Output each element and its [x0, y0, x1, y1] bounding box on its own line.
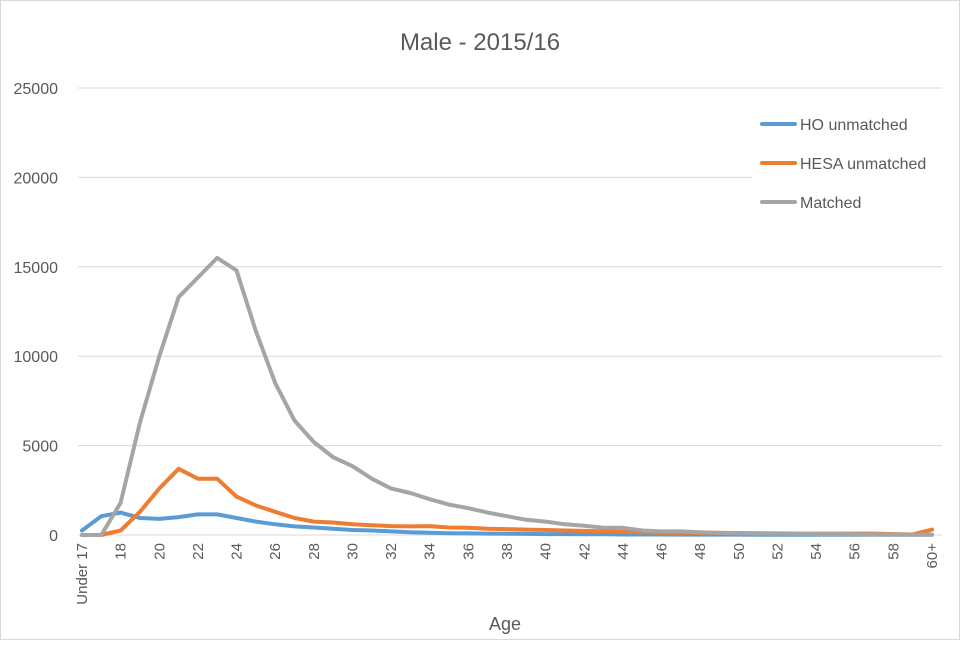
x-axis-ticks: Under 17 18 20 22 24 26 28 30 32 34 36 38 40 42 44 46 48…	[74, 543, 941, 605]
x-tick-label: Under 17	[74, 543, 91, 605]
legend-label: HO unmatched	[800, 117, 908, 134]
x-tick-label: 18	[113, 543, 130, 560]
x-tick-label: 54	[808, 543, 825, 560]
y-tick-label: 5000	[22, 439, 58, 456]
y-tick-label: 10000	[14, 349, 59, 366]
x-tick-label: 38	[499, 543, 516, 560]
x-tick-label: 32	[383, 543, 400, 560]
x-tick-label: 58	[885, 543, 902, 560]
x-tick-label: 30	[344, 543, 361, 560]
x-tick-label: 60+	[924, 543, 941, 569]
x-tick-label: 22	[190, 543, 207, 560]
x-tick-label: 52	[769, 543, 786, 560]
x-tick-label: 24	[229, 543, 246, 560]
x-tick-label: 44	[615, 543, 632, 560]
x-tick-label: 50	[731, 543, 748, 560]
y-tick-label: 15000	[14, 260, 59, 277]
y-axis-ticks: 0 5000 10000 15000 20000 25000	[14, 81, 59, 545]
x-tick-label: 34	[422, 543, 439, 560]
x-tick-label: 36	[460, 543, 477, 560]
x-tick-label: 48	[692, 543, 709, 560]
series-lines	[80, 255, 934, 537]
x-tick-label: 26	[267, 543, 284, 560]
legend-label: HESA unmatched	[800, 156, 926, 173]
y-tick-label: 25000	[14, 81, 59, 98]
x-tick-label: 42	[576, 543, 593, 560]
chart-title: Male - 2015/16	[400, 29, 560, 56]
legend: HO unmatched HESA unmatched Matched	[752, 106, 942, 218]
x-tick-label: 46	[654, 543, 671, 560]
y-tick-label: 0	[49, 528, 58, 545]
x-tick-label: 40	[538, 543, 555, 560]
legend-label: Matched	[800, 195, 861, 212]
x-tick-label: 20	[151, 543, 168, 560]
x-axis-label: Age	[489, 614, 521, 634]
x-tick-label: 28	[306, 543, 323, 560]
series-line-matched	[80, 255, 934, 537]
y-tick-label: 20000	[14, 170, 59, 187]
x-tick-label: 56	[847, 543, 864, 560]
